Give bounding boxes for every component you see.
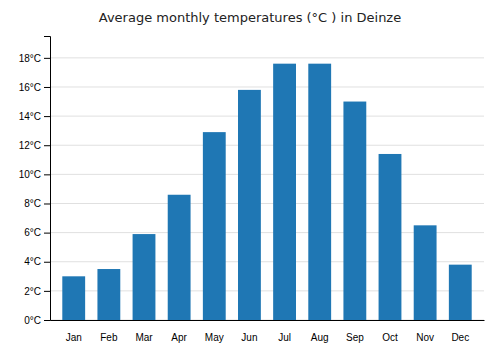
tick-label: 12°C	[19, 140, 41, 151]
tick-label: Jul	[278, 332, 291, 343]
tick-mark	[44, 87, 50, 88]
tick-label: Nov	[416, 332, 434, 343]
tick-label: Dec	[451, 332, 469, 343]
bar	[168, 195, 191, 320]
tick-mark	[44, 203, 50, 204]
bar	[379, 154, 402, 320]
plot: 0°C 2°C 4°C 6°C 8°C 10°C 12°C 14°C 16°C 18°C Jan Fe…	[19, 37, 485, 344]
axis-line	[44, 37, 51, 321]
tick-mark	[44, 233, 50, 234]
axis-line	[51, 320, 485, 321]
tick: Sep	[346, 332, 364, 343]
chart: Average monthly temperatures (°C ) in De…	[0, 0, 500, 350]
tick-label: Mar	[135, 332, 153, 343]
tick-mark	[44, 145, 50, 146]
tick: 6°C	[24, 227, 50, 238]
tick-mark	[44, 116, 50, 117]
tick-label: Jun	[241, 332, 257, 343]
tick-mark	[44, 291, 50, 292]
tick-mark	[44, 320, 50, 321]
tick-label: Aug	[311, 332, 329, 343]
bar	[97, 269, 120, 320]
tick: 10°C	[19, 169, 50, 180]
tick: Dec	[451, 332, 469, 343]
tick-label: 18°C	[19, 53, 41, 64]
tick: 12°C	[19, 140, 50, 151]
tick: 14°C	[19, 111, 50, 122]
tick: Apr	[171, 332, 187, 343]
tick-label: 2°C	[24, 286, 41, 297]
tick-mark	[44, 174, 50, 175]
tick: 18°C	[19, 53, 50, 64]
tick: Jul	[278, 332, 291, 343]
bar	[308, 64, 331, 320]
grid-line	[50, 145, 484, 146]
tick-label: Oct	[382, 332, 398, 343]
bars	[62, 64, 471, 320]
tick-mark	[44, 262, 50, 263]
bar	[238, 90, 261, 320]
tick: 16°C	[19, 82, 50, 93]
grid	[50, 58, 484, 320]
bar	[62, 276, 85, 320]
tick-mark	[44, 58, 50, 59]
tick: Mar	[135, 332, 153, 343]
grid-line	[50, 203, 484, 204]
tick-label: Apr	[171, 332, 187, 343]
tick: 4°C	[24, 256, 50, 267]
grid-line	[50, 57, 484, 58]
bar	[343, 102, 366, 320]
bar	[203, 132, 226, 320]
x-axis: Jan Feb Mar Apr May Jun Jul Aug Sep Oct Nov Dec	[51, 321, 485, 344]
bar	[414, 225, 437, 320]
tick-label: 4°C	[24, 256, 41, 267]
bar	[273, 64, 296, 320]
tick: 8°C	[24, 198, 50, 209]
tick-label: Sep	[346, 332, 364, 343]
grid-line	[50, 116, 484, 117]
tick: Nov	[416, 332, 434, 343]
tick: May	[205, 332, 224, 343]
tick: Oct	[382, 332, 398, 343]
grid-line	[50, 86, 484, 87]
tick-label: 8°C	[24, 198, 41, 209]
tick: 0°C	[24, 315, 50, 326]
y-axis: 0°C 2°C 4°C 6°C 8°C 10°C 12°C 14°C 16°C 18°C	[19, 37, 51, 326]
tick: Jun	[241, 332, 257, 343]
title: Average monthly temperatures (°C ) in De…	[99, 10, 401, 25]
tick-label: 10°C	[19, 169, 41, 180]
tick: Feb	[100, 332, 118, 343]
bar	[133, 234, 156, 320]
tick: Jan	[66, 332, 82, 343]
tick-label: Feb	[100, 332, 118, 343]
tick-label: 6°C	[24, 227, 41, 238]
tick-label: 14°C	[19, 111, 41, 122]
bar	[449, 265, 472, 320]
tick-label: 16°C	[19, 82, 41, 93]
tick-label: 0°C	[24, 315, 41, 326]
tick-label: May	[205, 332, 224, 343]
tick: Aug	[311, 332, 329, 343]
tick: 2°C	[24, 286, 50, 297]
tick-label: Jan	[66, 332, 82, 343]
grid-line	[50, 174, 484, 175]
